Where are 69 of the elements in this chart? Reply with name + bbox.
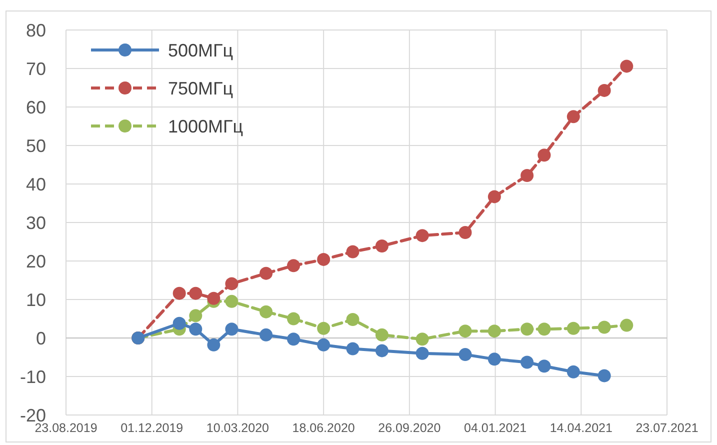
- point: [416, 332, 429, 346]
- x-tick-label: 26.09.2020: [378, 421, 441, 435]
- point: [172, 316, 186, 330]
- point: [317, 338, 330, 352]
- point: [260, 328, 273, 342]
- point: [488, 324, 501, 338]
- legend-label: 750МГц: [168, 78, 234, 98]
- y-tick-label: 30: [26, 212, 46, 233]
- point: [566, 110, 580, 124]
- point: [458, 226, 472, 240]
- y-tick-label: 50: [26, 136, 46, 156]
- x-tick-label: 01.12.2019: [120, 421, 184, 435]
- point: [520, 169, 534, 182]
- legend-label: 500МГц: [168, 40, 234, 60]
- y-tick-label: 70: [26, 58, 46, 79]
- point: [598, 320, 611, 334]
- point: [207, 338, 220, 352]
- y-tick-label: 60: [26, 97, 46, 118]
- point: [520, 322, 534, 336]
- point: [207, 292, 220, 305]
- point: [346, 245, 360, 258]
- y-tick-label: 0: [36, 328, 46, 348]
- point: [287, 259, 300, 272]
- y-tick-label: 10: [26, 290, 46, 310]
- x-tick-label: 18.06.2020: [292, 421, 355, 435]
- point: [172, 286, 186, 300]
- point: [317, 322, 330, 335]
- y-tick-label: 40: [26, 174, 46, 194]
- point: [566, 322, 580, 335]
- point: [416, 229, 429, 242]
- legend-label: 1000МГц: [168, 116, 244, 136]
- point: [538, 322, 551, 336]
- x-tick-label: 10.03.2020: [206, 421, 270, 435]
- point: [189, 309, 202, 322]
- point: [598, 369, 611, 382]
- x-tick-label: 04.01.2021: [464, 421, 527, 435]
- point: [287, 332, 300, 346]
- point: [346, 313, 360, 326]
- point: [520, 356, 534, 369]
- x-tick-label: 23.07.2021: [636, 421, 698, 435]
- point: [225, 294, 238, 308]
- point: [375, 328, 388, 342]
- x-tick-label: 23.08.2019: [34, 421, 98, 435]
- point: [346, 342, 360, 356]
- point: [566, 365, 580, 378]
- y-tick-label: -10: [20, 366, 46, 387]
- x-tick-label: 14.04.2021: [550, 421, 612, 435]
- point: [189, 286, 202, 300]
- y-tick-label: 80: [26, 20, 46, 40]
- point: [620, 60, 634, 73]
- point: [620, 318, 634, 332]
- point: [458, 324, 472, 338]
- point: [225, 322, 238, 336]
- point: [538, 148, 551, 162]
- point: [317, 252, 330, 266]
- point: [260, 305, 273, 318]
- point: [488, 190, 501, 204]
- point: [416, 346, 429, 360]
- y-tick-label: 20: [26, 251, 46, 272]
- point: [287, 312, 300, 326]
- point: [375, 239, 388, 252]
- point: [488, 352, 501, 366]
- point: [538, 360, 551, 373]
- point: [598, 84, 611, 97]
- point: [189, 322, 202, 336]
- point: [260, 266, 273, 280]
- point: [375, 344, 388, 358]
- point: [225, 277, 238, 290]
- point: [458, 348, 472, 362]
